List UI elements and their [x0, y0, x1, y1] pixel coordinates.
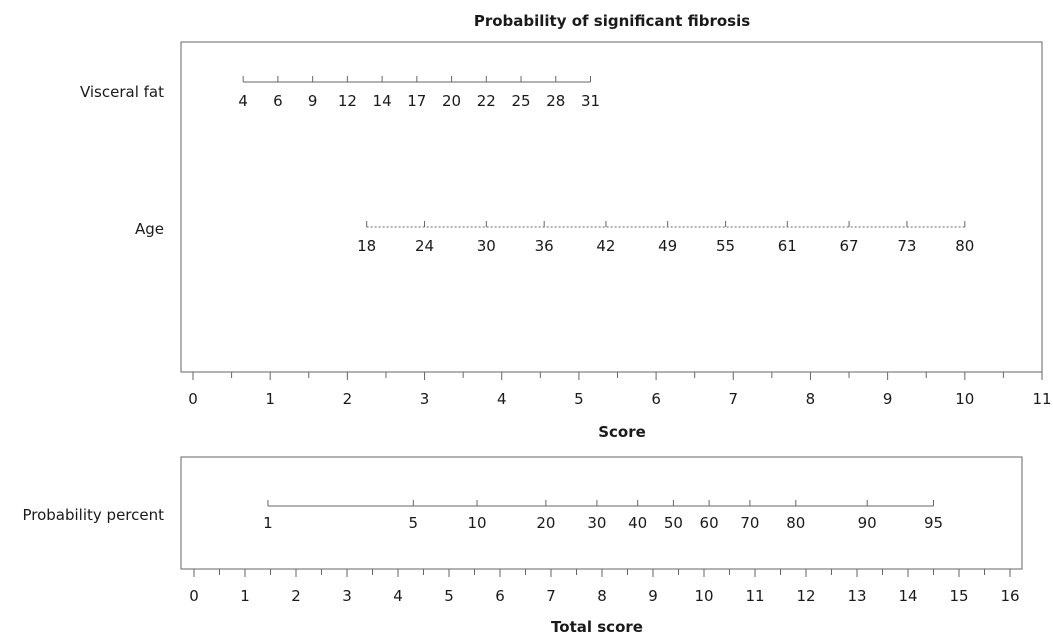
variable-tick-label: 80 [955, 237, 974, 255]
variable-tick-label: 4 [238, 92, 248, 110]
variable-label-probability-percent: Probability percent [22, 506, 164, 524]
total-score-axis-label: Total score [551, 618, 643, 636]
total-tick-label: 7 [546, 587, 556, 605]
variable-tick-label: 31 [581, 92, 600, 110]
variable-tick-label: 61 [778, 237, 797, 255]
variable-tick-label: 6 [273, 92, 283, 110]
probability-tick-label: 1 [263, 514, 273, 532]
variable-tick-label: 24 [415, 237, 434, 255]
variable-label-visceral-fat: Visceral fat [80, 83, 164, 101]
total-tick-label: 13 [847, 587, 866, 605]
variable-tick-label: 49 [658, 237, 677, 255]
probability-tick-label: 40 [628, 514, 647, 532]
variable-tick-label: 25 [511, 92, 530, 110]
score-tick-label: 1 [265, 390, 275, 408]
score-tick-label: 0 [188, 390, 198, 408]
probability-tick-label: 30 [587, 514, 606, 532]
variable-tick-label: 42 [596, 237, 615, 255]
score-tick-label: 4 [497, 390, 507, 408]
bottom-panel [180, 456, 1023, 570]
total-tick-label: 12 [796, 587, 815, 605]
total-tick-label: 8 [597, 587, 607, 605]
variable-tick-label: 14 [373, 92, 392, 110]
probability-tick-label: 80 [786, 514, 805, 532]
score-tick-label: 6 [651, 390, 661, 408]
total-tick-label: 2 [291, 587, 301, 605]
variable-label-age: Age [135, 220, 164, 238]
variable-tick-label: 67 [839, 237, 858, 255]
total-tick-label: 9 [648, 587, 658, 605]
probability-tick-label: 90 [858, 514, 877, 532]
variable-tick-label: 22 [477, 92, 496, 110]
score-tick-label: 3 [420, 390, 430, 408]
variable-tick-label: 18 [357, 237, 376, 255]
total-tick-label: 10 [694, 587, 713, 605]
total-tick-label: 1 [240, 587, 250, 605]
total-tick-label: 0 [189, 587, 199, 605]
total-tick-label: 14 [898, 587, 917, 605]
score-tick-label: 5 [574, 390, 584, 408]
total-tick-label: 5 [444, 587, 454, 605]
score-axis-label: Score [598, 423, 646, 441]
total-tick-label: 6 [495, 587, 505, 605]
score-tick-label: 2 [343, 390, 353, 408]
variable-tick-label: 20 [442, 92, 461, 110]
total-tick-label: 15 [949, 587, 968, 605]
score-tick-label: 11 [1032, 390, 1051, 408]
score-tick-label: 8 [806, 390, 816, 408]
chart-title: Probability of significant fibrosis [474, 12, 750, 30]
variable-tick-label: 28 [546, 92, 565, 110]
probability-tick-label: 5 [409, 514, 419, 532]
probability-tick-label: 10 [468, 514, 487, 532]
score-tick-label: 9 [883, 390, 893, 408]
probability-tick-label: 20 [536, 514, 555, 532]
variable-tick-label: 17 [407, 92, 426, 110]
probability-tick-label: 50 [664, 514, 683, 532]
total-tick-label: 4 [393, 587, 403, 605]
total-tick-label: 11 [745, 587, 764, 605]
probability-tick-label: 60 [700, 514, 719, 532]
variable-tick-label: 55 [716, 237, 735, 255]
score-tick-label: 7 [728, 390, 738, 408]
probability-tick-label: 95 [924, 514, 943, 532]
total-tick-label: 16 [1000, 587, 1019, 605]
score-tick-label: 10 [955, 390, 974, 408]
variable-tick-label: 36 [535, 237, 554, 255]
probability-tick-label: 70 [740, 514, 759, 532]
total-tick-label: 3 [342, 587, 352, 605]
variable-tick-label: 30 [477, 237, 496, 255]
variable-tick-label: 12 [338, 92, 357, 110]
variable-tick-label: 9 [308, 92, 318, 110]
variable-tick-label: 73 [897, 237, 916, 255]
